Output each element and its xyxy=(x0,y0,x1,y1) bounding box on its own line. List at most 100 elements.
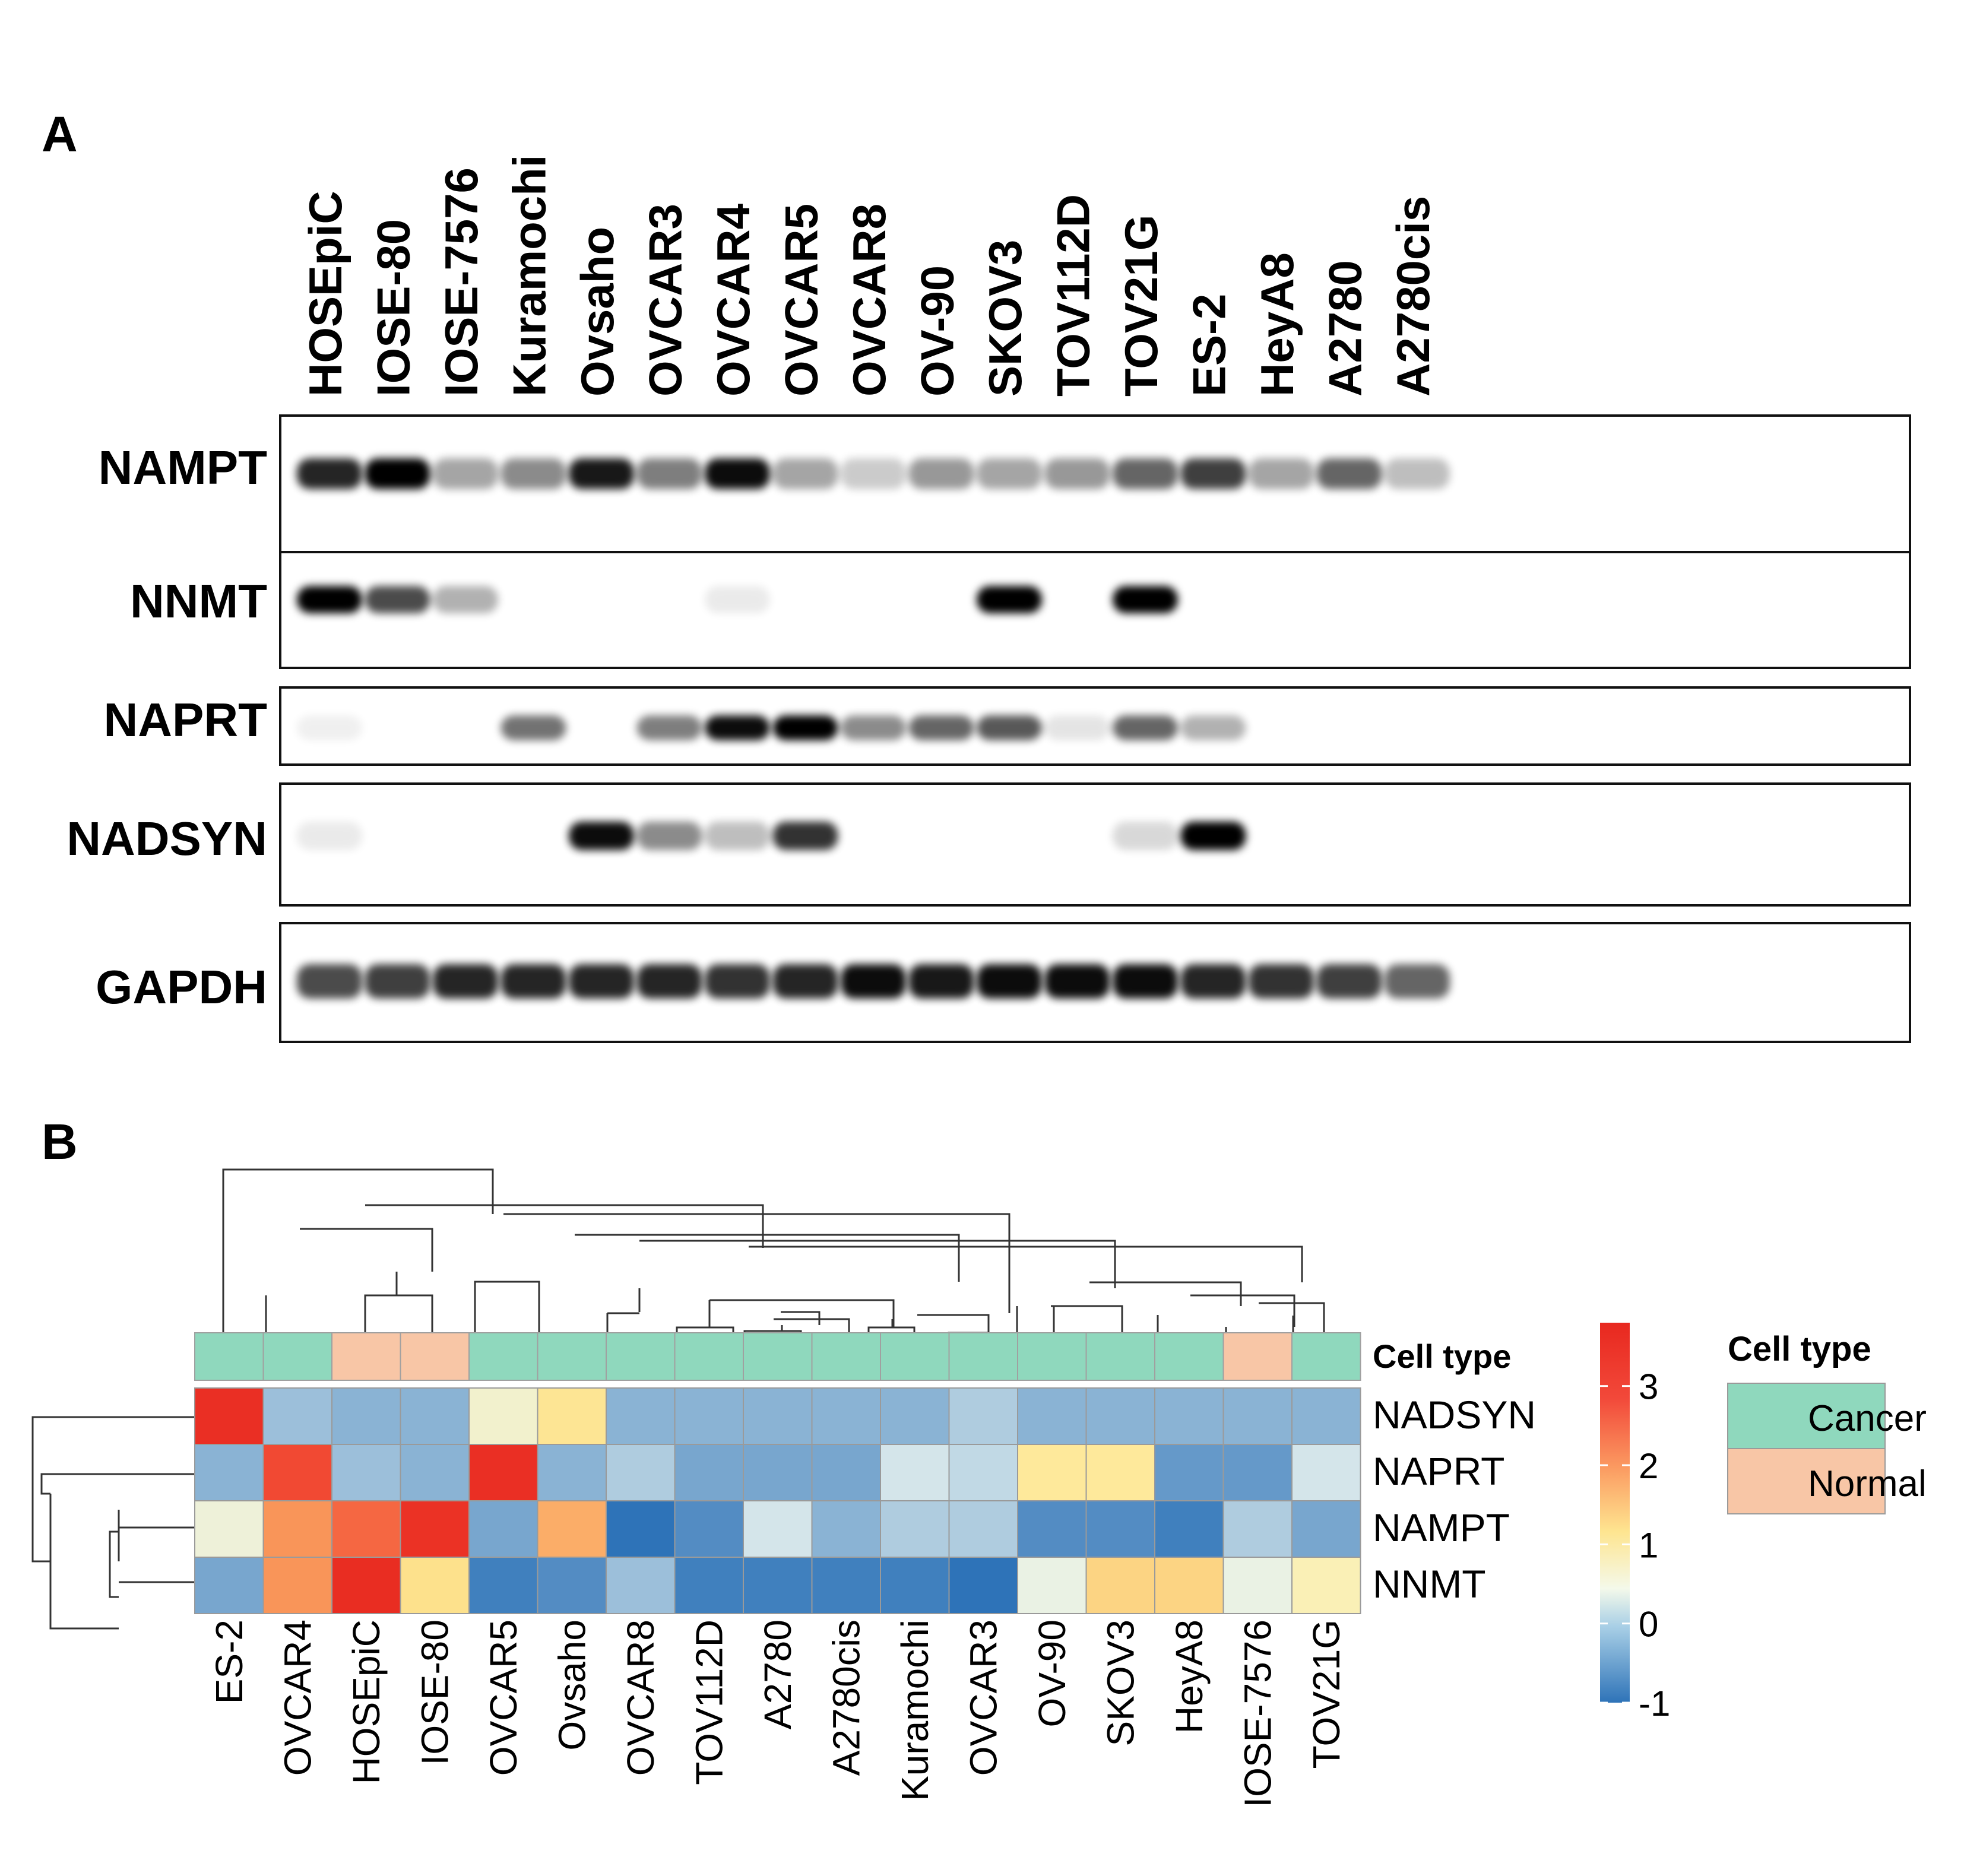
heatmap-cell xyxy=(468,1500,538,1558)
column-label: ES-2 xyxy=(208,1620,251,1704)
blot-band xyxy=(1044,458,1110,489)
heatmap-cell xyxy=(1085,1557,1155,1614)
heatmap-cell xyxy=(1085,1500,1155,1558)
legend-title: Cell type xyxy=(1728,1330,1871,1368)
heatmap-cell xyxy=(606,1444,676,1501)
heatmap-cell xyxy=(1291,1444,1361,1501)
blot-band xyxy=(1180,458,1246,489)
heatmap-cell xyxy=(811,1444,881,1501)
column-label: A2780cis xyxy=(825,1620,867,1776)
western-blots: NAMPT NNMT NAPRT NADSYN GAPDH xyxy=(66,414,1911,1043)
heatmap-cell xyxy=(1154,1387,1224,1445)
annotation-cell xyxy=(606,1332,676,1381)
blot-band xyxy=(1113,964,1178,999)
blot-label: NAPRT xyxy=(103,693,267,746)
heatmap-cell xyxy=(743,1557,813,1614)
column-label: OV-90 xyxy=(1031,1620,1073,1727)
blot-band xyxy=(636,964,702,999)
blot-band xyxy=(705,964,770,999)
blot-band xyxy=(569,964,634,999)
blot-band xyxy=(297,822,362,850)
heatmap-cell xyxy=(400,1500,470,1558)
blot-band xyxy=(500,458,566,489)
blot-band xyxy=(705,715,770,740)
heatmap-cell xyxy=(880,1387,950,1445)
lane-label: OVCAR3 xyxy=(639,204,692,397)
column-label: TOV21G xyxy=(1305,1620,1348,1769)
annotation-cell xyxy=(948,1332,1018,1381)
heatmap-cell xyxy=(674,1557,744,1614)
heatmap-cell xyxy=(400,1444,470,1501)
blot-band xyxy=(908,964,974,999)
annotation-cell xyxy=(1291,1332,1361,1381)
blot-band xyxy=(1113,458,1178,489)
heatmap-cell xyxy=(1017,1444,1087,1501)
heatmap-cell xyxy=(811,1557,881,1614)
blot-frame xyxy=(279,782,1911,907)
lane-label: Kuramochi xyxy=(503,155,556,397)
blot-band xyxy=(433,458,498,489)
blot-band xyxy=(705,458,770,489)
colorbar-tick-label: 3 xyxy=(1639,1367,1658,1407)
blot-band xyxy=(772,458,838,489)
blot-band xyxy=(365,964,430,999)
blot-band xyxy=(977,458,1042,489)
heatmap-cell xyxy=(331,1387,401,1445)
heatmap-cell xyxy=(331,1444,401,1501)
blot-band xyxy=(1249,964,1314,999)
heatmap-cell xyxy=(743,1500,813,1558)
legend-label-normal: Normal xyxy=(1808,1463,1927,1504)
colorbar-tick-label: 0 xyxy=(1639,1605,1658,1644)
heatmap-cell xyxy=(400,1557,470,1614)
blot-frame xyxy=(279,551,1911,669)
panel-b-label: B xyxy=(42,1114,78,1170)
blot-band xyxy=(636,458,702,489)
annotation-cell xyxy=(194,1332,264,1381)
heatmap-cell xyxy=(674,1444,744,1501)
lane-label: HeyA8 xyxy=(1251,252,1303,397)
column-label: A2780 xyxy=(756,1620,799,1729)
blot-band xyxy=(908,715,974,740)
lane-label: TOV21G xyxy=(1115,215,1167,397)
heatmap-cell xyxy=(468,1557,538,1614)
row-label: NAMPT xyxy=(1373,1506,1510,1549)
blot-band xyxy=(772,822,838,850)
panel-a-label: A xyxy=(42,106,78,162)
heatmap-cell xyxy=(674,1500,744,1558)
heatmap-cell xyxy=(1017,1500,1087,1558)
blot-band xyxy=(908,458,974,489)
heatmap-cell xyxy=(811,1387,881,1445)
column-label: HOSEpiC xyxy=(345,1620,388,1784)
annotation-cell xyxy=(262,1332,332,1381)
heatmap-cell xyxy=(194,1557,264,1614)
heatmap-cell xyxy=(262,1444,332,1501)
blot-band xyxy=(1113,715,1178,740)
blot-band xyxy=(1180,715,1246,740)
colorbar xyxy=(1600,1323,1630,1703)
cell-type-annotation xyxy=(194,1332,1361,1381)
lane-label: OVCAR5 xyxy=(775,204,828,397)
heatmap-cell xyxy=(331,1500,401,1558)
heatmap-cell xyxy=(606,1557,676,1614)
blot-label: GAPDH xyxy=(96,961,267,1013)
annotation-cell xyxy=(743,1332,813,1381)
heatmap-cell xyxy=(537,1444,607,1501)
lane-label: Ovsaho xyxy=(571,227,623,397)
column-label: OVCAR5 xyxy=(482,1620,525,1776)
blot-band xyxy=(1249,458,1314,489)
annotation-cell xyxy=(811,1332,881,1381)
heatmap-cell xyxy=(1154,1444,1224,1501)
legend-swatch-normal xyxy=(1727,1448,1886,1514)
heatmap-cell xyxy=(537,1557,607,1614)
annotation-cell xyxy=(674,1332,744,1381)
blot-band xyxy=(433,586,498,613)
annotation-cell xyxy=(1017,1332,1087,1381)
annotation-cell xyxy=(880,1332,950,1381)
blot-band xyxy=(569,822,634,850)
blot-band xyxy=(1316,458,1382,489)
column-label: HeyA8 xyxy=(1168,1620,1211,1734)
blot-band xyxy=(1113,586,1178,613)
row-label: NNMT xyxy=(1373,1562,1486,1606)
heatmap-cell xyxy=(537,1500,607,1558)
heatmap-cell xyxy=(1222,1557,1293,1614)
